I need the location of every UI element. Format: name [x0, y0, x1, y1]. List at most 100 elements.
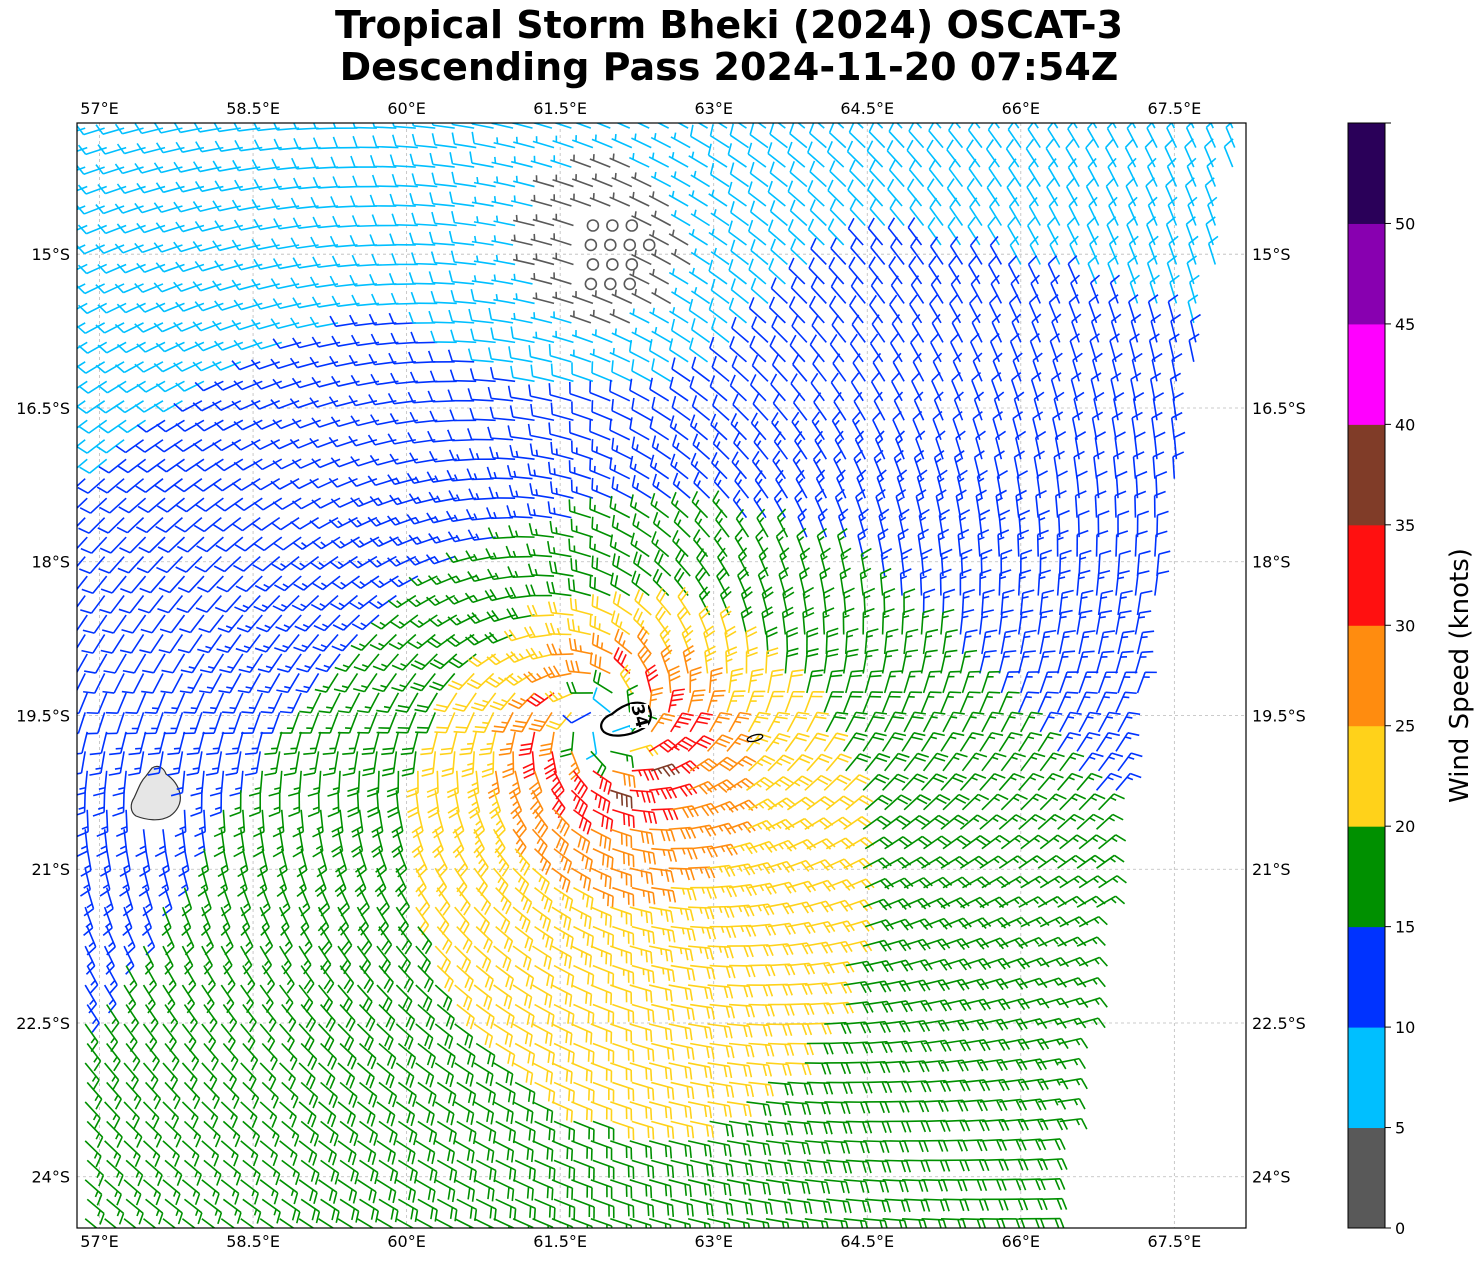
wind-barb	[274, 633, 300, 653]
wind-barb	[117, 458, 147, 474]
wind-barb	[1025, 138, 1039, 168]
wind-barb	[532, 292, 555, 305]
wind-barb	[1033, 391, 1045, 421]
wind-barb	[552, 213, 574, 227]
wind-barb	[689, 375, 709, 402]
wind-barb	[1187, 196, 1198, 226]
wind-barb	[313, 614, 341, 632]
wind-barb	[709, 124, 730, 149]
wind-barb	[708, 298, 728, 324]
wind-barb	[349, 195, 377, 208]
wind-barb	[1026, 177, 1039, 207]
wind-barb	[530, 155, 553, 168]
wind-barb	[1115, 570, 1130, 596]
wind-barb	[952, 352, 964, 382]
wind-barb	[668, 229, 689, 246]
wind-barb	[1107, 157, 1119, 187]
wind-barb	[153, 322, 183, 333]
wind-barb	[155, 517, 183, 533]
wind-barb	[632, 513, 652, 538]
wind-barb	[623, 238, 637, 252]
colorbar-bin-3	[1348, 826, 1385, 928]
wind-barb	[1009, 333, 1020, 363]
wind-barb	[591, 329, 613, 344]
wind-barb	[1092, 352, 1103, 382]
wind-barb	[289, 357, 319, 369]
wind-barb	[795, 469, 808, 499]
wind-barb	[1053, 391, 1065, 421]
wind-barb	[487, 386, 514, 402]
wind-barb	[430, 251, 457, 266]
wind-barb	[77, 380, 88, 390]
wind-barb	[669, 376, 689, 402]
wind-barb	[214, 419, 244, 431]
wind-barb	[569, 154, 592, 168]
wind-barb	[490, 123, 514, 129]
lat-tick-label-right-6: 24°S	[1252, 1168, 1291, 1187]
wind-barb	[672, 434, 691, 460]
wind-barb	[192, 439, 222, 452]
wind-barb	[216, 634, 242, 654]
wind-barb	[487, 347, 514, 363]
wind-barb	[1068, 196, 1080, 226]
wind-barb	[254, 575, 283, 592]
wind-barb	[349, 594, 378, 610]
wind-barb	[136, 419, 166, 433]
wind-barb	[708, 189, 728, 207]
wind-barb	[392, 123, 416, 129]
wind-barb	[1072, 352, 1083, 382]
wind-barb	[391, 173, 418, 188]
wind-barb	[194, 260, 224, 272]
wind-barb	[799, 547, 811, 577]
wind-barb	[1009, 235, 1022, 265]
wind-barb	[527, 463, 553, 480]
wind-barb	[97, 380, 127, 394]
wind-barb	[1086, 123, 1100, 149]
wind-barb	[370, 614, 399, 630]
wind-barb	[1093, 450, 1105, 479]
wind-barb	[158, 575, 186, 594]
wind-barb	[329, 555, 358, 570]
wind-barb	[811, 411, 825, 441]
wind-barb	[967, 216, 981, 246]
wind-barb	[195, 458, 224, 472]
wind-barb	[769, 123, 788, 149]
wind-barb	[119, 536, 147, 554]
wind-barb	[471, 123, 494, 129]
wind-barb	[81, 575, 108, 594]
wind-barb	[688, 298, 709, 324]
wind-barb	[611, 398, 633, 421]
wind-barb	[291, 458, 321, 469]
wind-barb	[690, 318, 711, 344]
wind-barb	[814, 430, 827, 460]
wind-barb	[878, 508, 890, 538]
wind-barb	[155, 262, 185, 273]
wind-barb	[988, 158, 1003, 188]
wind-barb	[979, 568, 992, 596]
wind-barb	[309, 516, 339, 530]
wind-barb	[611, 514, 633, 538]
wind-barb	[798, 567, 810, 596]
wind-barb	[1051, 313, 1062, 343]
wind-barb	[628, 339, 650, 363]
wind-barb	[116, 263, 146, 274]
wind-barb	[448, 270, 475, 285]
wind-barb	[156, 419, 185, 433]
wind-barb	[589, 419, 611, 441]
wind-barb	[134, 361, 164, 373]
wind-barb	[351, 254, 380, 267]
wind-barb	[651, 326, 672, 344]
wind-barb	[332, 176, 360, 189]
wind-barb	[369, 234, 397, 247]
wind-barb	[1047, 158, 1061, 187]
wind-barb	[591, 594, 613, 616]
colorbar-tick-label-10: 50	[1395, 214, 1415, 233]
wind-barb	[591, 439, 613, 460]
wind-barb	[771, 315, 788, 343]
wind-barb	[767, 142, 786, 168]
wind-barb	[137, 458, 166, 473]
wind-barb	[330, 457, 360, 468]
wind-barb	[1154, 530, 1168, 557]
wind-barb	[836, 469, 847, 499]
